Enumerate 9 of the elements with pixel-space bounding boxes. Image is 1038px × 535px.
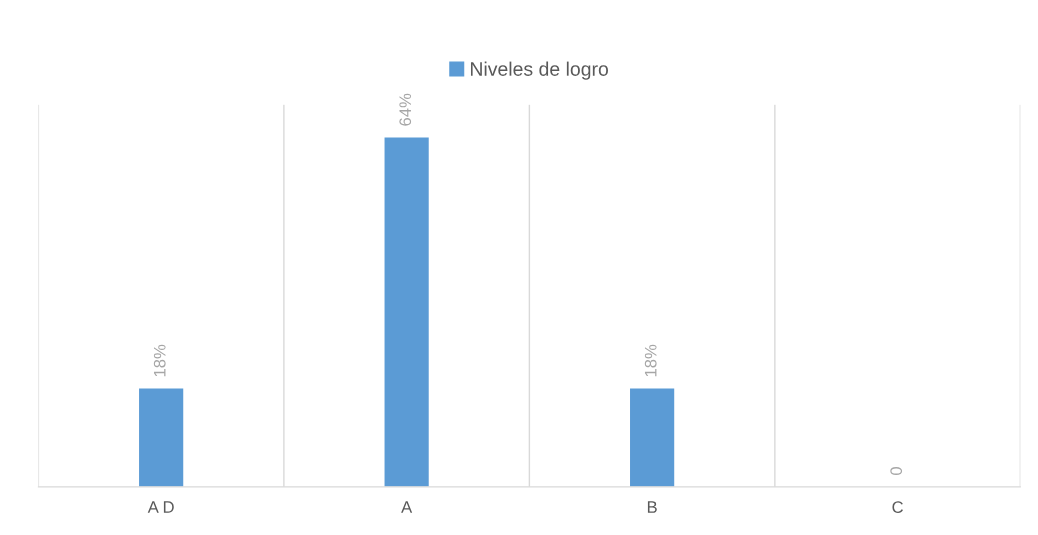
x-tick-label: A xyxy=(401,501,413,513)
data-label: 0 xyxy=(890,467,903,476)
data-label: 18% xyxy=(644,344,657,377)
x-tick-label: C xyxy=(892,501,903,513)
x-tick-label: B xyxy=(647,501,657,513)
data-label: 18% xyxy=(153,344,166,377)
data-label: 64% xyxy=(399,93,412,126)
legend-label: Niveles de logro xyxy=(470,61,608,80)
x-tick-label: A D xyxy=(147,501,174,513)
